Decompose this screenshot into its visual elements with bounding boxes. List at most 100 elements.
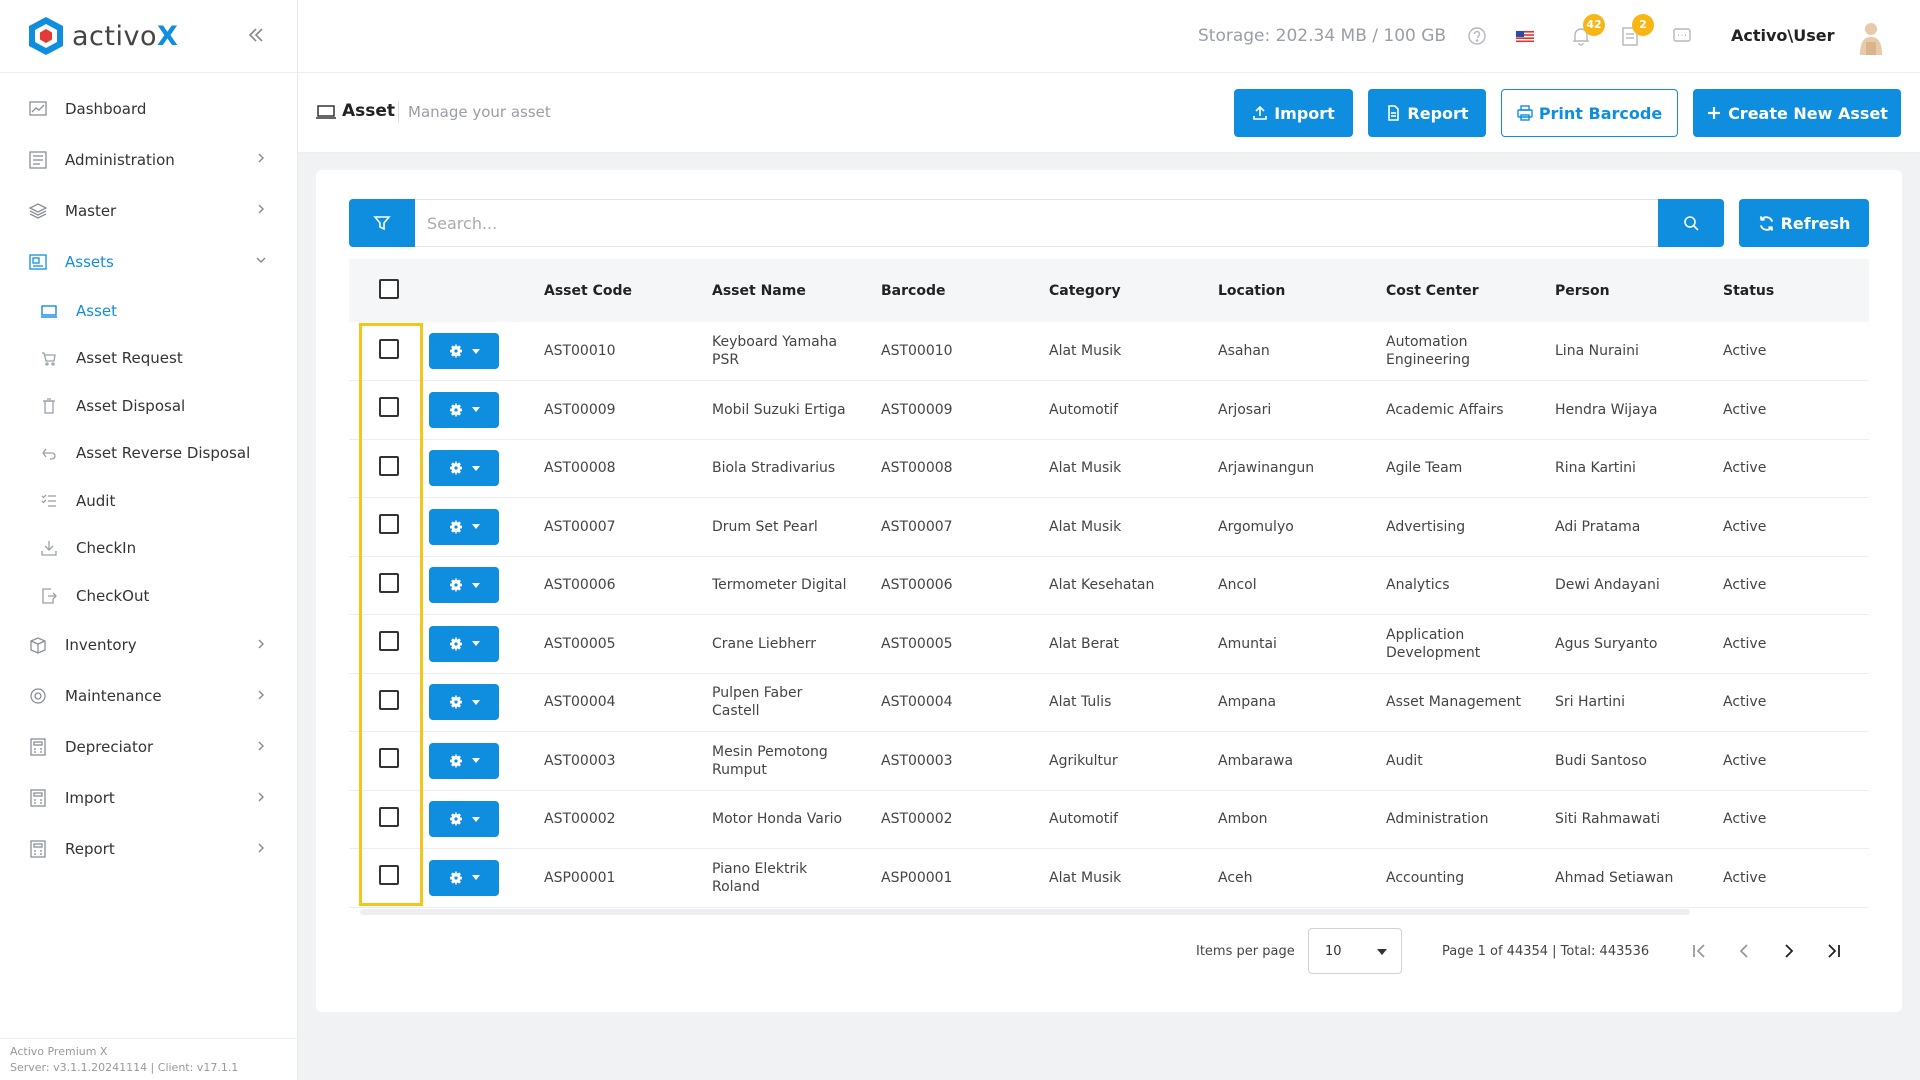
table-row[interactable]: AST00008 Biola Stradivarius AST00008 Alat M… [349,439,1869,498]
row-checkbox[interactable] [379,865,399,886]
sidebar-item-import[interactable]: Import [0,773,297,824]
avatar[interactable] [1854,20,1888,56]
gear-icon [450,344,462,358]
refresh-icon [1759,215,1773,231]
row-checkbox[interactable] [379,748,399,769]
sidebar-item-master[interactable]: Master [0,185,297,236]
report-button[interactable]: Report [1368,89,1486,137]
next-page-icon[interactable] [1776,938,1802,964]
cell-cost-center: Agile Team [1386,460,1463,477]
sidebar-item-maintenance[interactable]: Maintenance [0,671,297,722]
first-page-icon[interactable] [1687,938,1713,964]
search-button[interactable] [1658,199,1724,247]
create-asset-button[interactable]: Create New Asset [1693,89,1901,137]
help-icon[interactable] [1465,24,1489,48]
collapse-sidebar-icon[interactable] [245,24,267,46]
row-checkbox[interactable] [379,338,399,359]
table-row[interactable]: AST00002 Motor Honda Vario AST00002 Automot… [349,790,1869,849]
gear-icon [450,461,462,475]
row-checkbox[interactable] [379,689,399,710]
table-row[interactable]: AST00009 Mobil Suzuki Ertiga AST00009 Autom… [349,381,1869,439]
row-checkbox[interactable] [379,572,399,593]
row-action-button[interactable] [429,684,499,721]
sidebar-sub-asset-request[interactable]: Asset Request [0,335,297,383]
search-input[interactable] [415,199,1658,247]
last-page-icon[interactable] [1820,938,1846,964]
user-name[interactable]: Activo\User [1731,26,1835,45]
table-row[interactable]: ASP00001 Piano Elektrik Roland ASP00001 Ala… [349,849,1869,907]
refresh-button[interactable]: Refresh [1739,199,1869,247]
table-row[interactable]: AST00004 Pulpen Faber Castell AST00004 Alat… [349,673,1869,732]
column-header[interactable]: Person [1555,282,1610,299]
row-checkbox[interactable] [379,514,399,535]
horizontal-scrollbar[interactable] [360,909,1690,915]
table-row[interactable]: AST00005 Crane Liebherr AST00005 Alat Berat… [349,615,1869,673]
sidebar-sub-checkout[interactable]: CheckOut [0,572,297,620]
sidebar-sub-asset-disposal[interactable]: Asset Disposal [0,382,297,430]
us-flag-icon[interactable] [1513,24,1537,48]
cell-cost-center: Academic Affairs [1386,401,1504,418]
select-all-checkbox[interactable] [379,278,399,299]
gear-icon [450,695,462,709]
notification-badge: 42 [1583,14,1605,36]
row-checkbox[interactable] [379,397,399,418]
sidebar-item-assets[interactable]: Assets [0,236,297,287]
row-action-button[interactable] [429,859,499,896]
row-action-button[interactable] [429,508,499,545]
column-header[interactable]: Location [1218,282,1286,299]
row-action-button[interactable] [429,391,499,428]
filter-button[interactable] [349,199,415,247]
product-name: Activo Premium X [10,1045,108,1058]
import-button[interactable]: Import [1234,89,1353,137]
sidebar-sub-label: CheckOut [76,586,150,605]
column-header[interactable]: Asset Code [544,282,632,299]
notifications-button[interactable]: 42 [1569,14,1605,48]
chevron-right-icon [258,690,264,699]
row-action-button[interactable] [429,450,499,487]
row-action-button[interactable] [429,801,499,838]
chevron-right-icon [258,204,264,214]
cell-asset-name: Pulpen Faber Castell [712,685,803,720]
column-header[interactable]: Asset Name [712,282,806,299]
sidebar-sub-audit[interactable]: Audit [0,477,297,525]
cell-category: Alat Berat [1049,635,1120,652]
table-row[interactable]: AST00003 Mesin Pemotong Rumput AST00003 Agr… [349,732,1869,790]
sidebar-item-administration[interactable]: Administration [0,134,297,185]
column-header[interactable]: Barcode [881,282,946,299]
cell-location: Ambon [1218,811,1268,828]
row-checkbox[interactable] [379,455,399,476]
box-icon [30,637,46,654]
chat-icon[interactable] [1670,24,1694,48]
caret-down-icon [472,699,480,705]
sidebar-item-inventory[interactable]: Inventory [0,620,297,671]
tasks-button[interactable]: 2 [1618,14,1654,48]
column-header[interactable]: Category [1049,282,1121,299]
cell-status: Active [1723,811,1767,828]
row-action-button[interactable] [429,567,499,604]
row-checkbox[interactable] [379,806,399,827]
upload-icon [1253,105,1267,120]
table-row[interactable]: AST00007 Drum Set Pearl AST00007 Alat Musik… [349,498,1869,556]
sidebar-item-label: Assets [65,252,114,271]
sidebar-sub-asset[interactable]: Asset [0,287,297,335]
table-row[interactable]: AST00006 Termometer Digital AST00006 Alat K… [349,556,1869,615]
sidebar-item-dashboard[interactable]: Dashboard [0,83,297,134]
sidebar-item-depreciator[interactable]: Depreciator [0,722,297,773]
sidebar-item-report[interactable]: Report [0,824,297,875]
print-barcode-button[interactable]: Print Barcode [1501,89,1678,137]
table-row[interactable]: AST00010 Keyboard Yamaha PSR AST00010 Alat … [349,322,1869,381]
column-header[interactable]: Cost Center [1386,282,1479,299]
cell-status: Active [1723,694,1767,711]
row-checkbox[interactable] [379,631,399,652]
sidebar-sub-asset-reverse-disposal[interactable]: Asset Reverse Disposal [0,430,297,478]
sidebar-sub-checkin[interactable]: CheckIn [0,525,297,573]
document-icon [29,150,47,169]
row-action-button[interactable] [429,742,499,779]
page-subtitle: Manage your asset [408,103,551,121]
items-per-page-select[interactable]: 10 [1308,928,1402,974]
prev-page-icon[interactable] [1731,938,1757,964]
row-action-button[interactable] [429,333,499,369]
column-header[interactable]: Status [1723,282,1775,299]
sidebar-sub-label: Asset Request [76,349,183,368]
row-action-button[interactable] [429,625,499,662]
